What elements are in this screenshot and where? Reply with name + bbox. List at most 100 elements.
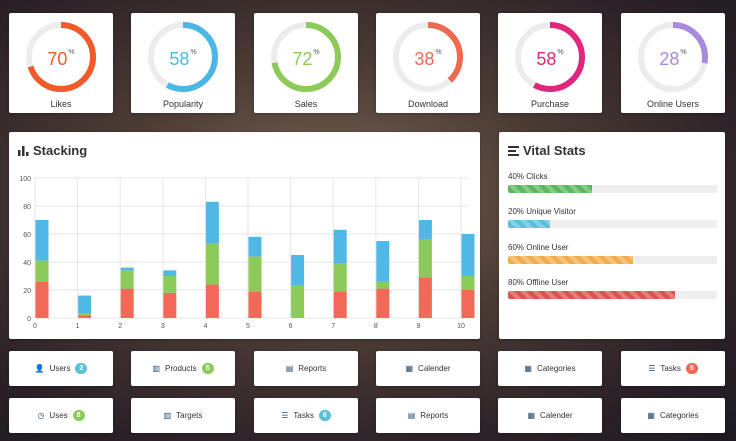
button-label: Products [165,364,197,373]
bar-green-9 [418,239,432,278]
x-tick-label: 3 [161,323,165,330]
x-tick-label: 8 [374,323,378,330]
gauge-label: Download [407,99,449,109]
count-badge: 5 [685,363,698,374]
vital-stat-progress-fill [508,185,592,193]
y-tick-label: 80 [23,204,31,211]
tasks-button[interactable]: ☰ Tasks 6 [254,398,358,433]
bar-red-7 [333,291,347,318]
columns-icon: ▥ [152,363,161,373]
clock-icon: ◷ [37,410,45,420]
bar-green-10 [461,276,475,290]
bar-red-5 [248,291,262,318]
columns-icon: ▥ [163,410,172,420]
bar-green-0 [35,260,49,282]
users-button[interactable]: 👤 Users 2 [9,351,113,386]
bar-blue-1 [78,295,92,314]
gauge-label: Likes [50,99,72,109]
gauge-value: 28% [659,49,687,69]
calender-button[interactable]: ▦ Calender [498,398,602,433]
bar-red-4 [205,284,219,318]
bar-green-2 [120,270,134,289]
vital-stat-label: 40% Clicks [508,172,548,181]
stacking-title-text: Stacking [33,143,88,158]
gauge-value: 70% [47,49,75,69]
vital-stats-title-text: Vital Stats [523,143,586,158]
button-label: Users [49,364,71,373]
bar-blue-6 [291,255,305,286]
bar-blue-2 [120,267,134,271]
bar-blue-7 [333,229,347,264]
calender-button[interactable]: ▦ Calender [376,351,480,386]
bar-red-8 [376,288,390,318]
vital-stats-title: Vital Stats [508,143,586,158]
vital-stat-label: 20% Unique Visitor [508,207,576,216]
vital-stat-progress-fill [508,220,550,228]
button-label: Reports [298,364,327,373]
document-icon: ▤ [285,363,294,373]
x-tick-label: 10 [457,323,465,330]
count-badge: 6 [318,410,331,421]
bar-blue-10 [461,234,475,276]
x-tick-label: 7 [331,323,335,330]
vital-stat-progress [508,220,717,228]
gauge-download: 38% Download [376,13,480,113]
reports-button[interactable]: ▤ Reports [254,351,358,386]
button-label: Calender [418,364,451,373]
gauge-likes: 70% Likes [9,13,113,113]
bar-green-8 [376,281,390,289]
y-tick-label: 0 [27,316,31,323]
count-badge: 2 [75,363,88,374]
bar-green-1 [78,313,92,316]
gauge-ring [393,22,463,92]
gauge-sales: 72% Sales [254,13,358,113]
bar-blue-5 [248,236,262,257]
button-label: Categories [659,411,699,420]
categories-button[interactable]: ▦ Categories [621,398,725,433]
x-tick-label: 1 [76,323,80,330]
button-label: Targets [176,411,203,420]
y-tick-label: 60 [23,232,31,239]
bar-red-2 [120,288,134,318]
vital-stat-progress [508,291,717,299]
vital-stat-label: 60% Online User [508,243,569,252]
vital-stat-label: 80% Offline User [508,278,569,287]
user-icon: 👤 [34,363,45,373]
vital-stat-progress [508,185,717,193]
tasks-button[interactable]: ☰ Tasks 5 [621,351,725,386]
gauge-popularity: 58% Popularity [131,13,235,113]
bar-blue-9 [418,220,432,240]
gauge-label: Popularity [162,99,204,109]
bar-blue-8 [376,241,390,282]
products-button[interactable]: ▥ Products 5 [131,351,235,386]
reports-button[interactable]: ▤ Reports [376,398,480,433]
bar-green-6 [291,285,305,318]
bar-blue-4 [205,201,219,244]
tasks-icon: ☰ [281,410,289,420]
x-tick-label: 5 [246,323,250,330]
targets-button[interactable]: ▥ Targets [131,398,235,433]
uses-button[interactable]: ◷ Uses 8 [9,398,113,433]
gauge-ring [148,22,218,92]
categories-button[interactable]: ▦ Categories [498,351,602,386]
button-label: Tasks [660,364,681,373]
list-icon [508,145,519,156]
gauge-label: Sales [294,99,318,109]
bar-blue-3 [163,270,177,276]
bar-green-4 [205,243,219,285]
gauge-purchase: 58% Purchase [498,13,602,113]
stacking-panel: Stacking 0 20 40 60 80 100 0 1 2 3 4 5 6 7 8 9 10 [9,132,480,339]
stacking-title: Stacking [18,143,87,158]
x-tick-label: 6 [289,323,293,330]
button-label: Calender [540,411,573,420]
bar-red-9 [418,277,432,318]
vital-stat-progress-fill [508,256,634,264]
gauge-online-users: 28% Online Users [621,13,725,113]
vital-stats-panel: Vital Stats 40% Clicks 20% Unique Visitor… [499,132,725,339]
grid-icon: ▦ [647,410,655,420]
x-tick-label: 2 [118,323,122,330]
button-label: Reports [420,411,449,420]
button-label: Uses [49,411,68,420]
gauge-ring [515,22,585,92]
x-tick-label: 9 [416,323,420,330]
